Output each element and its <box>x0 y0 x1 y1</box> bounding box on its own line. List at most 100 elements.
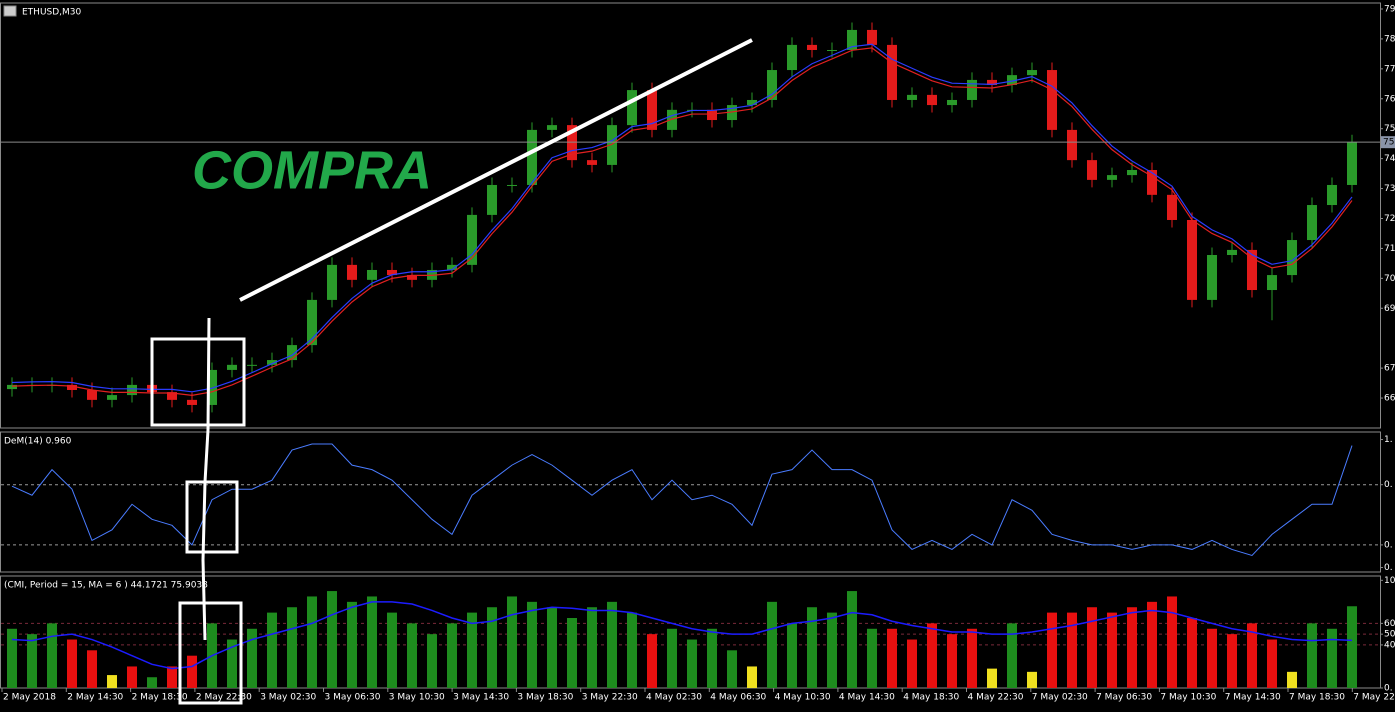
histogram-bar <box>467 612 477 688</box>
candle-body <box>827 49 837 51</box>
y-tick-label: 1. <box>1384 435 1393 445</box>
histogram-bar <box>327 591 337 688</box>
candle-body <box>187 399 197 405</box>
histogram-bar <box>87 650 97 688</box>
time-label: 4 May 06:30 <box>710 693 766 703</box>
candle-body <box>67 384 77 390</box>
histogram-bar <box>287 607 297 688</box>
histogram-bar <box>247 628 257 688</box>
histogram-bar <box>1247 623 1257 688</box>
histogram-bar <box>27 634 37 688</box>
histogram-bar <box>807 607 817 688</box>
candle-body <box>1187 219 1197 300</box>
histogram-bar <box>687 639 697 688</box>
candle-body <box>887 44 897 100</box>
histogram-bar <box>1067 612 1077 688</box>
candle-body <box>927 94 937 106</box>
histogram-bar <box>507 596 517 688</box>
histogram-bar <box>987 668 997 688</box>
y-tick-label: 0. <box>1384 684 1393 694</box>
time-label: 4 May 10:30 <box>775 693 831 703</box>
candle-body <box>1067 129 1077 161</box>
histogram-bar <box>607 601 617 688</box>
candle-body <box>1087 160 1097 180</box>
candle-body <box>107 395 117 400</box>
y-tick-label: 75 <box>1384 124 1395 134</box>
time-label: 3 May 22:30 <box>582 693 638 703</box>
histogram-bar <box>427 634 437 688</box>
y-tick-label: 72 <box>1384 214 1395 224</box>
time-label: 4 May 18:30 <box>903 693 959 703</box>
histogram-bar <box>967 628 977 688</box>
candle-body <box>287 345 297 361</box>
panel-frame <box>0 431 1381 573</box>
time-label: 7 May 02:30 <box>1032 693 1088 703</box>
histogram-bar <box>627 612 637 688</box>
histogram-bar <box>647 634 657 688</box>
moving-average <box>11 43 1353 393</box>
histogram-bar <box>1347 606 1357 688</box>
candle-body <box>467 214 477 265</box>
current-price-box <box>1381 136 1395 149</box>
histogram-bar <box>727 650 737 688</box>
histogram-bar <box>7 628 17 688</box>
highlight-box <box>178 601 243 705</box>
histogram-bar <box>587 607 597 688</box>
histogram-bar <box>707 628 717 688</box>
window-title: ETHUSD,M30 <box>22 8 82 18</box>
candle-body <box>1027 70 1037 76</box>
candle-body <box>627 90 637 126</box>
histogram-bar <box>747 666 757 688</box>
candle-body <box>1227 249 1237 256</box>
candle-body <box>807 44 817 50</box>
histogram-bar <box>47 623 57 688</box>
histogram-bar <box>307 596 317 688</box>
y-tick-label: 70 <box>1384 274 1395 284</box>
histogram-bar <box>1167 596 1177 688</box>
panel-title: DeM(14) 0.960 <box>4 437 72 447</box>
y-tick-label: 0. <box>1384 480 1393 490</box>
candle-body <box>1047 70 1057 130</box>
candle-body <box>387 269 397 276</box>
y-tick-label: 66 <box>1384 394 1395 404</box>
histogram-bar <box>1227 634 1237 688</box>
histogram-bar <box>387 612 397 688</box>
y-tick-label: 10 <box>1384 576 1395 586</box>
histogram-bar <box>1287 671 1297 688</box>
panel-frame <box>0 2 1381 429</box>
candle-body <box>407 275 417 280</box>
candle-body <box>367 269 377 280</box>
candle-body <box>1267 275 1277 291</box>
y-tick-label: 79 <box>1384 4 1395 14</box>
histogram-bar <box>187 655 197 688</box>
histogram-bar <box>787 623 797 688</box>
time-label: 4 May 22:30 <box>968 693 1024 703</box>
candle-body <box>507 184 517 186</box>
histogram-bar <box>1107 612 1117 688</box>
signal-line <box>11 601 1353 670</box>
highlight-box <box>150 337 246 427</box>
histogram-bar <box>547 607 557 688</box>
candle-body <box>1167 194 1177 220</box>
y-tick-label: 0. <box>1384 540 1393 550</box>
candle-body <box>167 392 177 400</box>
candle-body <box>1327 184 1337 206</box>
histogram-bar <box>1187 618 1197 688</box>
histogram-bar <box>67 639 77 688</box>
time-label: 2 May 2018 <box>3 693 56 703</box>
y-tick-label: 74 <box>1384 154 1395 164</box>
y-tick-label: 78 <box>1384 34 1395 44</box>
highlight-box <box>185 480 239 554</box>
candle-body <box>747 99 757 106</box>
histogram-bar <box>487 607 497 688</box>
candle-body <box>1007 75 1017 86</box>
candle-body <box>227 364 237 370</box>
time-label: 4 May 02:30 <box>646 693 702 703</box>
candle-body <box>447 264 457 270</box>
histogram-bar <box>167 666 177 688</box>
y-tick-label: 73 <box>1384 184 1395 194</box>
histogram-bar <box>847 591 857 688</box>
